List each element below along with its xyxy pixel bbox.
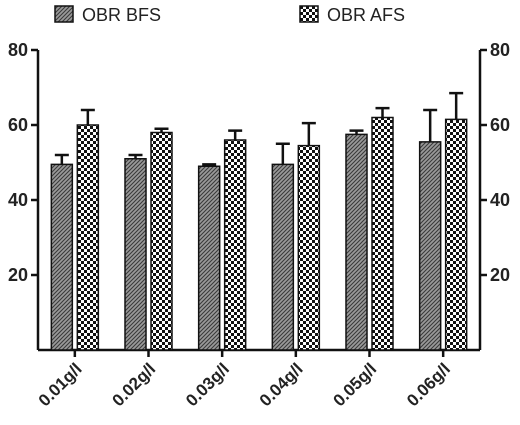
- y-tick-label-right: 20: [490, 265, 510, 285]
- legend-label: OBR BFS: [82, 5, 161, 25]
- y-tick-label-left: 40: [8, 190, 28, 210]
- bar: [444, 118, 468, 351]
- legend-label: OBR AFS: [327, 5, 405, 25]
- y-tick-label-left: 60: [8, 115, 28, 135]
- x-tick-label: 0.05g/l: [329, 359, 380, 410]
- x-tick-label: 0.03g/l: [182, 359, 233, 410]
- bar: [345, 133, 368, 351]
- bar: [150, 131, 173, 351]
- y-tick-label-right: 40: [490, 190, 510, 210]
- bars: [50, 91, 468, 351]
- bar: [271, 163, 295, 351]
- legend-swatch: [299, 5, 319, 23]
- bar: [124, 158, 147, 351]
- x-tick-label: 0.01g/l: [35, 359, 86, 410]
- bar: [297, 144, 321, 351]
- bar: [371, 116, 394, 351]
- bar: [76, 124, 100, 351]
- legend-swatch: [54, 5, 74, 23]
- category-labels: 0.01g/l 0.02g/l 0.03g/l 0.04g/l 0.05g/l 0.06g…: [35, 359, 454, 410]
- legend: OBR BFS OBR AFS: [54, 5, 405, 25]
- x-tick-label: 0.06g/l: [403, 359, 454, 410]
- y-tick-label-left: 80: [8, 40, 28, 60]
- y-tick-label-right: 80: [490, 40, 510, 60]
- y-tick-label-left: 20: [8, 265, 28, 285]
- bar: [418, 141, 442, 351]
- bar: [50, 163, 74, 351]
- bar: [197, 165, 221, 351]
- axes: 20 20 40 40 60 60 80 80: [8, 40, 510, 357]
- bar: [223, 139, 247, 351]
- x-tick-label: 0.02g/l: [108, 359, 159, 410]
- x-tick-label: 0.04g/l: [256, 359, 307, 410]
- y-tick-label-right: 60: [490, 115, 510, 135]
